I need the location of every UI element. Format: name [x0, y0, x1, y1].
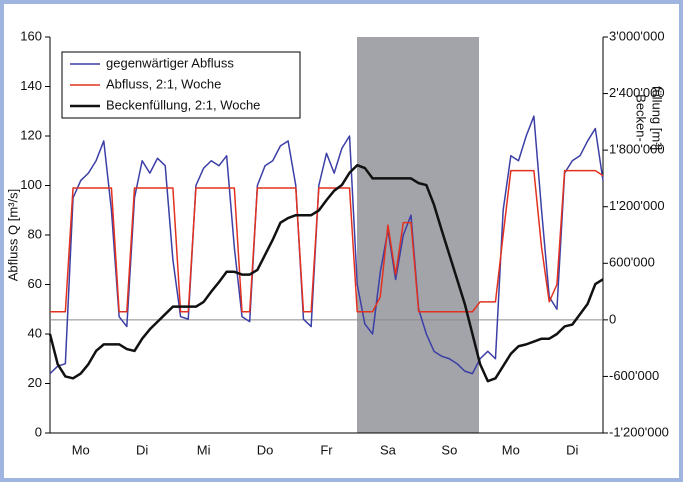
y2-axis-title: Becken- — [634, 94, 649, 142]
y2-tick-label: -1'200'000 — [609, 424, 669, 439]
series-line — [49, 115, 604, 375]
y-axis-title: Abfluss Q [m³/s] — [5, 189, 20, 281]
x-tick-label: Fr — [320, 442, 333, 457]
y2-tick-label: -600'000 — [609, 368, 659, 383]
y2-tick-label: 2'400'000 — [609, 85, 665, 100]
y2-tick-label: 600'000 — [609, 255, 655, 270]
y-tick-label: 60 — [28, 276, 42, 291]
y-tick-label: 100 — [20, 177, 42, 192]
y-tick-label: 40 — [28, 325, 42, 340]
y2-tick-label: 1'200'000 — [609, 198, 665, 213]
weekend-shading — [357, 37, 479, 433]
x-tick-label: So — [441, 442, 457, 457]
x-tick-label: Do — [257, 442, 274, 457]
x-tick-label: Sa — [380, 442, 397, 457]
x-tick-label: Mo — [72, 442, 90, 457]
y-tick-label: 80 — [28, 226, 42, 241]
y2-tick-label: 0 — [609, 311, 616, 326]
x-tick-label: Di — [566, 442, 578, 457]
legend-label: gegenwärtiger Abfluss — [106, 55, 234, 70]
x-tick-label: Mo — [502, 442, 520, 457]
x-tick-label: Di — [136, 442, 148, 457]
y-tick-label: 20 — [28, 375, 42, 390]
y2-axis-title: füllung [m³] — [650, 86, 665, 150]
legend — [61, 51, 301, 119]
series-line — [50, 169, 604, 313]
y-tick-label: 140 — [20, 78, 42, 93]
legend-label: Abfluss, 2:1, Woche — [106, 76, 221, 91]
y2-tick-label: 1'800'000 — [609, 142, 665, 157]
y-tick-label: 0 — [35, 424, 42, 439]
y-tick-label: 160 — [20, 28, 42, 43]
y-tick-label: 120 — [20, 127, 42, 142]
series-line — [48, 163, 604, 383]
x-tick-label: Mi — [197, 442, 211, 457]
y2-tick-label: 3'000'000 — [609, 28, 665, 43]
legend-label: Beckenfüllung, 2:1, Woche — [106, 97, 260, 112]
